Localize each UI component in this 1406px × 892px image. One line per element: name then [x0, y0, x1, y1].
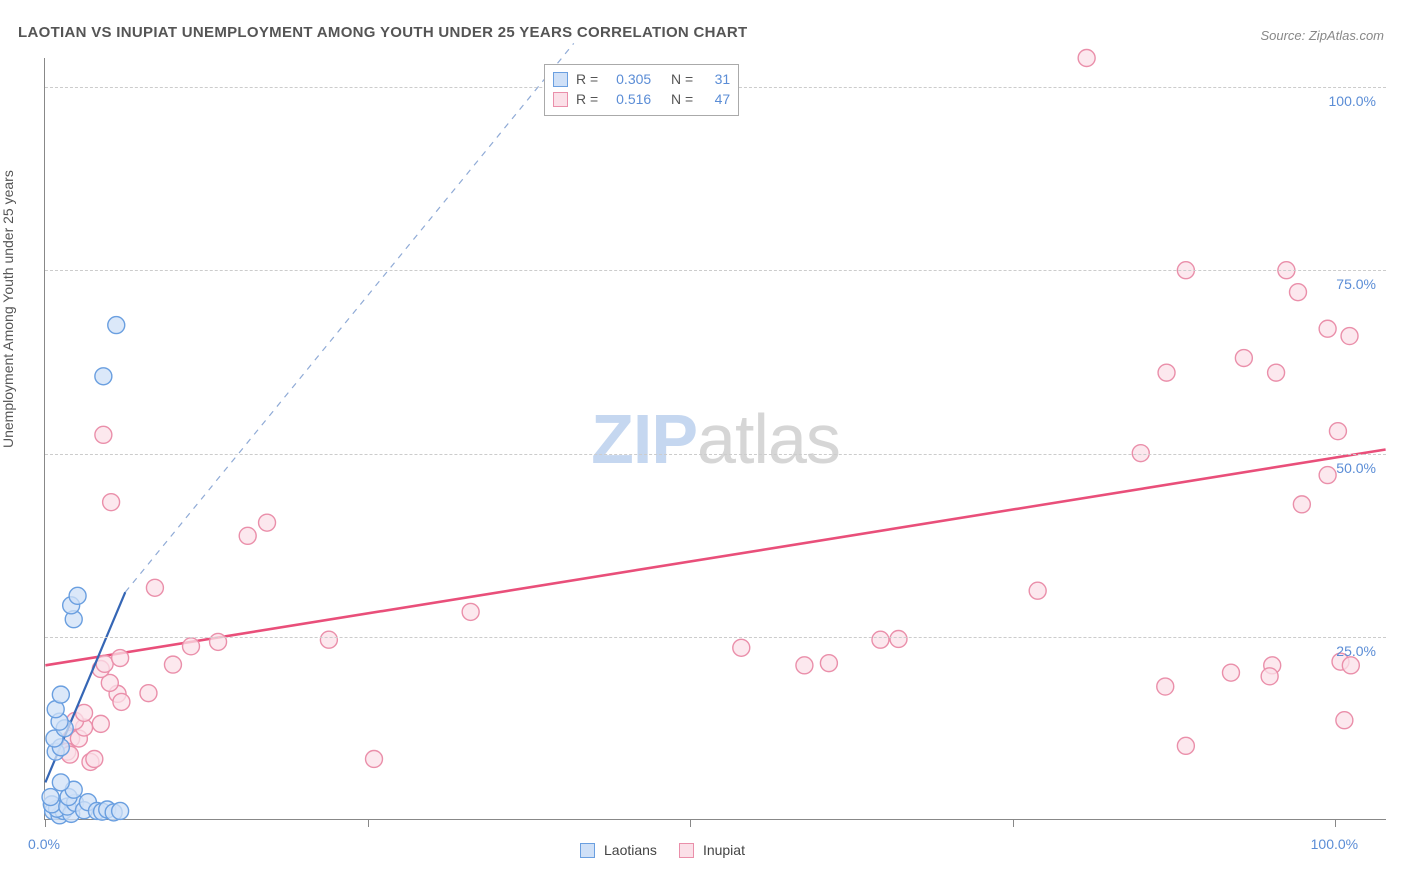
n-value: 47 — [702, 89, 730, 109]
chart-plot-area: ZIPatlas 25.0%50.0%75.0%100.0% — [44, 58, 1386, 820]
r-value: 0.305 — [607, 69, 651, 89]
laotians-point — [108, 317, 125, 334]
y-tick-label: 75.0% — [1336, 276, 1376, 292]
inupiat-point — [86, 751, 103, 768]
inupiat-point — [1268, 364, 1285, 381]
inupiat-point — [1293, 496, 1310, 513]
inupiat-point — [890, 631, 907, 648]
laotians-trendline-extrapolated — [125, 43, 573, 592]
inupiat-point — [1319, 467, 1336, 484]
inupiat-point — [183, 638, 200, 655]
inupiat-trendline — [45, 449, 1385, 665]
inupiat-point — [146, 579, 163, 596]
series-swatch — [553, 92, 568, 107]
inupiat-point — [1329, 423, 1346, 440]
y-tick-label: 25.0% — [1336, 643, 1376, 659]
x-tick — [1013, 819, 1014, 827]
stats-row: R = 0.516 N = 47 — [553, 89, 730, 109]
inupiat-point — [239, 527, 256, 544]
y-tick-label: 50.0% — [1336, 460, 1376, 476]
inupiat-point — [113, 693, 130, 710]
inupiat-point — [95, 426, 112, 443]
inupiat-point — [462, 603, 479, 620]
correlation-stats-box: R = 0.305 N = 31 R = 0.516 N = 47 — [544, 64, 739, 116]
series-legend: Laotians Inupiat — [580, 842, 745, 858]
x-tick — [690, 819, 691, 827]
inupiat-point — [1336, 712, 1353, 729]
inupiat-point — [140, 685, 157, 702]
gridline — [45, 454, 1386, 455]
source-attribution: Source: ZipAtlas.com — [1260, 28, 1384, 43]
inupiat-point — [103, 494, 120, 511]
inupiat-point — [1342, 657, 1359, 674]
legend-item: Inupiat — [679, 842, 745, 858]
x-tick — [45, 819, 46, 827]
gridline — [45, 270, 1386, 271]
chart-title: LAOTIAN VS INUPIAT UNEMPLOYMENT AMONG YO… — [18, 24, 748, 41]
inupiat-point — [872, 631, 889, 648]
inupiat-point — [1261, 668, 1278, 685]
n-label: N = — [671, 69, 693, 89]
laotians-point — [69, 587, 86, 604]
inupiat-point — [259, 514, 276, 531]
x-tick-label-min: 0.0% — [28, 836, 60, 852]
laotians-point — [52, 774, 69, 791]
inupiat-point — [1222, 664, 1239, 681]
inupiat-point — [1078, 50, 1095, 67]
series-swatch — [553, 72, 568, 87]
scatter-svg — [45, 58, 1386, 819]
inupiat-point — [164, 656, 181, 673]
r-label: R = — [576, 89, 598, 109]
legend-swatch — [580, 843, 595, 858]
inupiat-point — [112, 650, 129, 667]
legend-item: Laotians — [580, 842, 657, 858]
laotians-point — [112, 802, 129, 819]
inupiat-point — [820, 655, 837, 672]
laotians-point — [95, 368, 112, 385]
inupiat-point — [1235, 350, 1252, 367]
inupiat-point — [1157, 678, 1174, 695]
inupiat-point — [320, 631, 337, 648]
n-label: N = — [671, 89, 693, 109]
legend-label: Laotians — [604, 842, 657, 858]
inupiat-point — [1341, 328, 1358, 345]
inupiat-point — [1158, 364, 1175, 381]
laotians-point — [52, 686, 69, 703]
inupiat-point — [733, 639, 750, 656]
legend-label: Inupiat — [703, 842, 745, 858]
inupiat-point — [92, 715, 109, 732]
stats-row: R = 0.305 N = 31 — [553, 69, 730, 89]
x-tick — [368, 819, 369, 827]
y-axis-label: Unemployment Among Youth under 25 years — [0, 170, 16, 448]
inupiat-point — [1177, 737, 1194, 754]
y-tick-label: 100.0% — [1329, 93, 1376, 109]
inupiat-point — [1029, 582, 1046, 599]
r-label: R = — [576, 69, 598, 89]
x-tick-label-max: 100.0% — [1311, 836, 1358, 852]
x-tick — [1335, 819, 1336, 827]
r-value: 0.516 — [607, 89, 651, 109]
laotians-point — [42, 789, 59, 806]
gridline — [45, 637, 1386, 638]
inupiat-point — [796, 657, 813, 674]
inupiat-point — [366, 751, 383, 768]
legend-swatch — [679, 843, 694, 858]
n-value: 31 — [702, 69, 730, 89]
inupiat-point — [1289, 284, 1306, 301]
inupiat-point — [1319, 320, 1336, 337]
